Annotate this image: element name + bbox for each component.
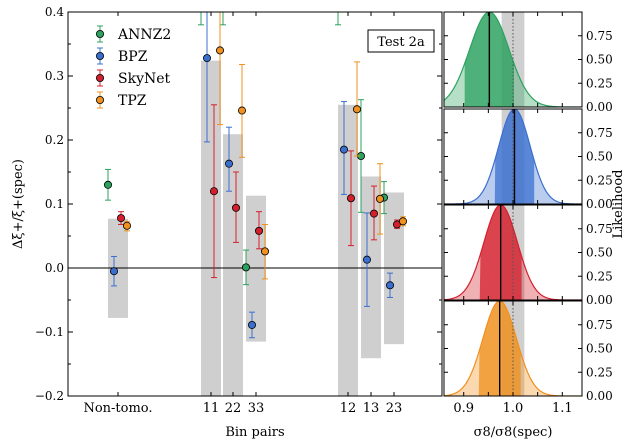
skynet-point-non-tomo [117,214,126,223]
main-xtick-label-12: 12 [340,401,357,416]
legend-label: SkyNet [118,71,171,87]
legend-item-tpz: TPZ [96,91,147,109]
legend-marker [96,74,105,83]
main-xtick-label-non-tomo: Non-tomo. [83,401,152,416]
panel-content [444,109,582,204]
skynet-point-33 [254,226,263,235]
side-ytick-label: 0.50 [586,150,613,164]
main-xtick-label-23: 23 [386,401,403,416]
band-13 [361,176,381,359]
likelihood-panels: 0.00 0.25 0.50 0.75 0.00 0.25 0.50 0.75 0.00 0.25… [443,11,613,403]
tpz-point-11 [215,46,224,55]
annz2-point-33 [241,263,250,272]
side-ytick-label: 0.00 [586,293,613,307]
annz2-point-non-tomo [104,180,113,189]
main-series-points [104,12,407,339]
bpz-point-12 [339,145,348,154]
likelihood-panel-bpz: 0.00 0.25 0.50 0.75 [443,108,613,211]
bpz-point-11 [202,54,211,63]
bpz-point-22 [224,159,233,168]
side-xtick-label: 1.0 [503,401,524,416]
likelihood-panel-annz2: 0.00 0.25 0.50 0.75 [443,11,613,114]
tpz-point-22 [237,106,246,115]
legend-label: ANNZ2 [117,27,171,43]
legend-marker [96,52,105,61]
main-xtick-label-33: 33 [248,401,265,416]
main-y-axis-label: Δξ+/ξ+(spec) [11,159,26,249]
legend-item-bpz: BPZ [96,47,148,65]
legend-item-skynet: SkyNet [96,69,171,87]
side-ytick-label: 0.00 [586,100,613,114]
tpz-point-12 [352,105,361,114]
band-12 [338,104,358,397]
side-xtick-label: 1.1 [552,401,573,416]
annotation-box: Test 2a [367,29,435,53]
side-y-axis-label: Likelihood [611,169,626,238]
panel-content [444,301,582,396]
main-y-ticks: −0.2 −0.1 0.0 0.1 0.2 0.3 0.4 [35,5,442,403]
main-ytick-label: 0.1 [45,197,64,211]
band-11 [201,60,221,396]
legend-label: TPZ [118,93,147,109]
legend: ANNZ2 BPZ SkyNet TPZ [96,25,171,109]
side-ytick-label: 0.25 [586,365,613,379]
legend-item-annz2: ANNZ2 [96,25,171,43]
skynet-point-12 [346,194,355,203]
bpz-point-non-tomo [110,267,119,276]
side-x-axis-label: σ8/σ8(spec) [474,425,553,440]
side-ytick-label: 0.25 [586,173,613,187]
side-x-ticks: 0.9 1.0 1.1 [453,401,572,416]
series-tpz [123,12,407,280]
series-bpz [110,12,394,339]
likelihood-panel-tpz: 0.00 0.25 0.50 0.75 [443,300,613,403]
side-ytick-label: 0.50 [586,53,613,67]
legend-marker [96,96,105,105]
annotation-frame [367,29,435,53]
main-xtick-label-22: 22 [225,401,242,416]
tpz-point-23 [398,217,407,226]
series-skynet [117,104,401,279]
side-ytick-label: 0.25 [586,76,613,90]
side-ytick-label: 0.75 [586,29,613,43]
bpz-point-33 [247,320,256,329]
main-xtick-label-11: 11 [203,401,220,416]
main-xtick-label-13: 13 [363,401,380,416]
tpz-point-33 [260,247,269,256]
panel-content [444,12,582,107]
bpz-point-13 [362,255,371,264]
tpz-point-13 [375,194,384,203]
skynet-point-22 [231,203,240,212]
legend-marker [96,29,105,38]
side-ytick-label: 0.00 [586,389,613,403]
main-ytick-label: 0.2 [45,133,64,147]
side-ytick-label: 0.75 [586,126,613,140]
skynet-point-13 [369,209,378,218]
legend-label: BPZ [118,49,148,65]
bpz-point-23 [385,281,394,290]
side-ytick-label: 0.75 [586,318,613,332]
main-x-axis-label: Bin pairs [225,425,284,440]
side-ytick-label: 0.00 [586,197,613,211]
main-ytick-label: 0.0 [45,261,64,275]
likelihood-panel-skynet: 0.00 0.25 0.50 0.75 [443,204,613,307]
main-ytick-label: −0.2 [35,389,64,403]
side-ytick-label: 0.50 [586,342,613,356]
tpz-point-non-tomo [123,221,132,230]
side-ytick-label: 0.50 [586,246,613,260]
annotation-text: Test 2a [377,35,425,50]
side-ytick-label: 0.75 [586,222,613,236]
main-x-ticks: Non-tomo. 11 22 33 12 13 23 [83,12,402,416]
band-22 [223,134,243,397]
main-ytick-label: 0.4 [45,5,64,19]
side-xtick-label: 0.9 [453,401,474,416]
panel-content [444,205,582,300]
skynet-point-11 [209,187,218,196]
side-ytick-label: 0.25 [586,269,613,283]
main-ytick-label: 0.3 [45,69,64,83]
main-ytick-label: −0.1 [35,325,64,339]
